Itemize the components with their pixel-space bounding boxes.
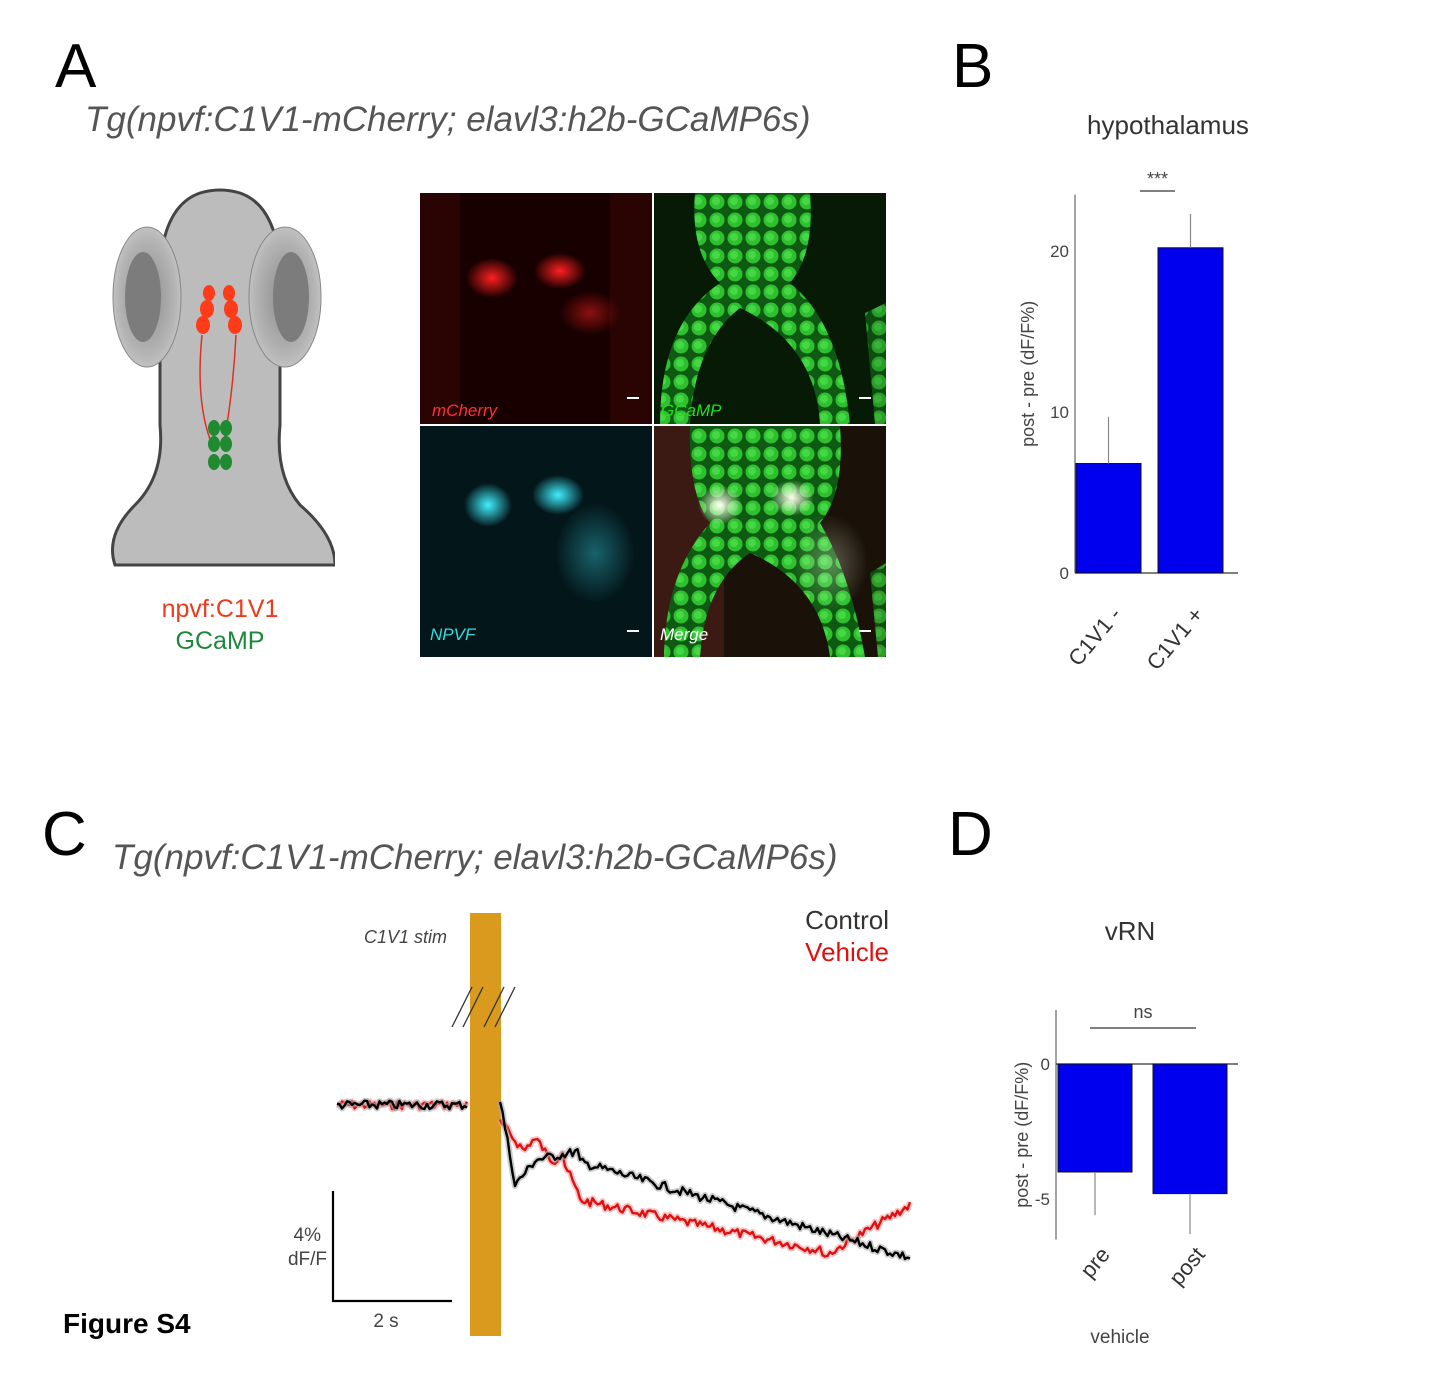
y-tick-label: 20 (1050, 242, 1069, 261)
y-tick-label: 10 (1050, 403, 1069, 422)
control-trace (498, 1101, 911, 1261)
schematic-label-gcamp: GCaMP (175, 627, 265, 655)
category-label: C1V1 - (1063, 602, 1126, 671)
micrograph-label-mcherry: mCherry (432, 401, 498, 420)
y-tick-label: 0 (1041, 1055, 1050, 1074)
panel-letter-c: C (42, 800, 87, 869)
legend-control: Control (805, 905, 889, 935)
panel-letter-a: A (55, 32, 97, 101)
micrograph-label-gcamp: GCaMP (661, 401, 722, 420)
micrograph-gcamp (654, 193, 886, 424)
bar-post (1152, 1063, 1228, 1195)
chart-d: vRN -5 0 post - pre (dF/F%) pre post ns vehicle (1012, 916, 1238, 1348)
significance-label: ns (1133, 1002, 1152, 1022)
control-trace (336, 1099, 468, 1111)
axis-break-marks (451, 986, 516, 1028)
micrograph-mcherry (420, 193, 652, 424)
scale-y-label-unit: dF/F (288, 1249, 327, 1270)
scale-x-label: 2 s (373, 1311, 398, 1332)
category-label: pre (1075, 1242, 1115, 1282)
panel-c-genotype: Tg(npvf:C1V1-mCherry; elavl3:h2b-GCaMP6s… (112, 838, 838, 877)
micrograph-merge (654, 426, 886, 657)
micrograph-grid (420, 193, 886, 657)
bar-pre (1057, 1063, 1133, 1173)
y-axis-label: post - pre (dF/F%) (1018, 301, 1038, 447)
panel-letter-d: D (948, 800, 993, 869)
chart-title: vRN (1105, 916, 1156, 946)
y-axis-label: post - pre (dF/F%) (1012, 1062, 1032, 1208)
bar-c1v1- (1157, 247, 1224, 574)
trace-panel-c: C1V1 stim Control Vehicle 4% dF/F 2 s (288, 905, 913, 1336)
panel-a-genotype: Tg(npvf:C1V1-mCherry; elavl3:h2b-GCaMP6s… (85, 100, 811, 139)
micrograph-label-npvf: NPVF (430, 625, 476, 644)
bar-c1v1- (1075, 463, 1142, 574)
vehicle-trace (498, 1118, 912, 1258)
scale-bar (331, 1191, 452, 1303)
y-tick-label: 0 (1060, 564, 1069, 583)
micrograph-npvf (420, 426, 652, 657)
significance-label: *** (1147, 169, 1168, 189)
target-neurons (208, 420, 232, 470)
npvf-neurons (196, 285, 242, 334)
scale-y-label-pct: 4% (294, 1225, 322, 1246)
panel-letter-b: B (952, 32, 994, 101)
legend-vehicle: Vehicle (805, 937, 889, 967)
category-label: post (1164, 1242, 1210, 1290)
stim-label: C1V1 stim (364, 927, 447, 947)
chart-b: hypothalamus 0 10 20 post - pre (dF/F%) C1V1 … (1018, 110, 1249, 675)
micrograph-label-merge: Merge (660, 625, 709, 644)
figure-label: Figure S4 (63, 1308, 191, 1339)
chart-title: hypothalamus (1087, 110, 1249, 140)
stim-bar (470, 913, 501, 1336)
x-axis-label: vehicle (1090, 1327, 1149, 1348)
schematic-label-npvf: npvf:C1V1 (161, 595, 279, 623)
brain-schematic (111, 188, 335, 567)
y-tick-label: -5 (1035, 1190, 1050, 1209)
category-label: C1V1 + (1142, 602, 1209, 675)
